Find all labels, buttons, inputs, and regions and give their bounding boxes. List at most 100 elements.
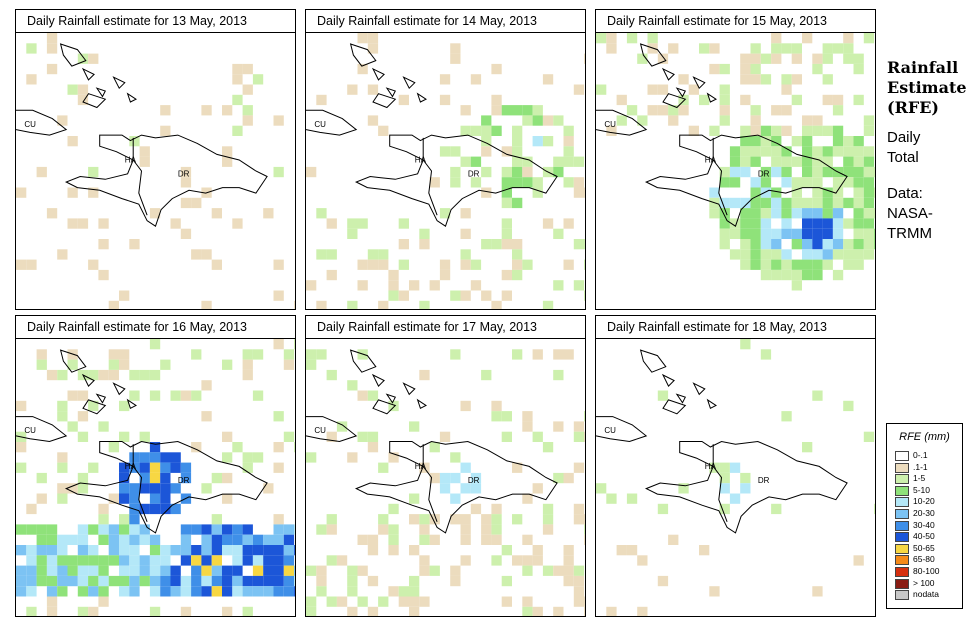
rainfall-cell (771, 239, 782, 250)
rainfall-cell (36, 166, 47, 178)
coastline (692, 76, 706, 90)
country-label-cuba: CU (314, 426, 326, 435)
rainfall-cell (760, 259, 772, 270)
rainfall-cell (119, 431, 130, 442)
rainfall-cell (573, 280, 585, 291)
rainfall-cell (460, 290, 471, 301)
rainfall-cell (781, 197, 792, 209)
rainfall-cell (781, 105, 792, 116)
rainfall-cell (26, 545, 37, 556)
rainfall-cell (522, 115, 533, 126)
rainfall-cell (139, 503, 150, 515)
rainfall-cell (57, 575, 68, 587)
rainfall-cell (709, 187, 720, 198)
rainfall-cell (791, 280, 802, 291)
rainfall-cell (760, 53, 772, 64)
coastline (81, 373, 95, 387)
rainfall-cell (201, 249, 212, 260)
rainfall-cell (657, 105, 669, 116)
rainfall-cell (812, 125, 823, 136)
rainfall-cell (512, 349, 523, 360)
rainfall-cell (201, 555, 212, 566)
rainfall-cell (439, 208, 451, 219)
rainfall-cell (460, 534, 471, 545)
rainfall-cell (419, 239, 430, 250)
rainfall-cell (481, 524, 492, 535)
rainfall-cell (306, 280, 317, 291)
rainfall-cell (750, 218, 761, 229)
rainfall-cell (16, 259, 27, 270)
rainfall-cell (740, 63, 751, 75)
rainfall-cell (843, 166, 854, 178)
rainfall-cell (491, 125, 502, 136)
rainfall-cell (481, 136, 492, 147)
rainfall-cell (119, 586, 130, 597)
rainfall-cell (378, 300, 389, 309)
coastline (112, 382, 126, 396)
rainfall-cell (180, 390, 192, 401)
rainfall-cell (367, 249, 379, 260)
rainfall-cell (812, 218, 823, 229)
rainfall-map: CU HA DR (595, 32, 876, 310)
rainfall-cell (771, 503, 782, 515)
rainfall-cell (306, 452, 317, 463)
rainfall-cell (347, 606, 358, 616)
rainfall-cell (232, 545, 243, 556)
rainfall-cell (409, 575, 420, 587)
rainfall-cell (802, 239, 813, 250)
rainfall-cell (170, 452, 181, 463)
rainfall-cell (637, 555, 648, 566)
coastline (81, 67, 95, 81)
rainfall-cell (26, 74, 37, 85)
rainfall-cell (771, 228, 782, 239)
rainfall-cell (149, 339, 161, 350)
rainfall-cell (781, 84, 792, 95)
source-line: TRMM (887, 225, 932, 242)
rainfall-cell (450, 472, 461, 484)
rainfall-cell (563, 575, 574, 587)
rainfall-cell (108, 359, 119, 370)
rainfall-cell (98, 575, 109, 587)
rainfall-cell (283, 575, 295, 587)
rainfall-cell (501, 575, 512, 587)
rainfall-cell (283, 565, 295, 576)
rainfall-cell (501, 177, 512, 188)
rainfall-cell (542, 565, 554, 576)
rainfall-cell (108, 534, 119, 545)
rainfall-cell (584, 596, 585, 607)
rainfall-cell (729, 146, 741, 157)
rainfall-cell (760, 125, 772, 136)
legend-label: > 100 (913, 577, 935, 588)
rainfall-cell (553, 115, 564, 126)
rainfall-cell (750, 187, 761, 198)
rainfall-cell (252, 586, 264, 597)
rainfall-cell (791, 228, 802, 239)
rainfall-cell (832, 239, 844, 250)
rainfall-cell (283, 431, 295, 442)
rainfall-cell (326, 555, 337, 566)
rainfall-cell (853, 259, 864, 270)
rainfall-cell (429, 472, 440, 484)
rainfall-cell (802, 197, 813, 209)
rainfall-cell (88, 462, 99, 473)
rainfall-cell (832, 187, 844, 198)
rainfall-cell (460, 156, 471, 167)
rainfall-cell (160, 452, 171, 463)
rainfall-cell (180, 166, 192, 178)
rainfall-cell (273, 586, 284, 597)
rainfall-cell (750, 228, 761, 239)
rainfall-cell (584, 534, 585, 545)
rainfall-map: CU HA DR (15, 338, 296, 617)
rainfall-cell (263, 208, 274, 219)
rainfall-cell (532, 177, 543, 188)
rainfall-cell (367, 431, 379, 442)
rainfall-cell (719, 218, 730, 229)
rainfall-cell (283, 545, 295, 556)
rainfall-cell (771, 53, 782, 64)
rainfall-cell (191, 524, 202, 535)
rainfall-cell (637, 606, 648, 616)
rainfall-cell (729, 462, 741, 473)
rainfall-cell (242, 462, 253, 473)
rainfall-cell (273, 259, 284, 270)
coastline (306, 416, 358, 443)
